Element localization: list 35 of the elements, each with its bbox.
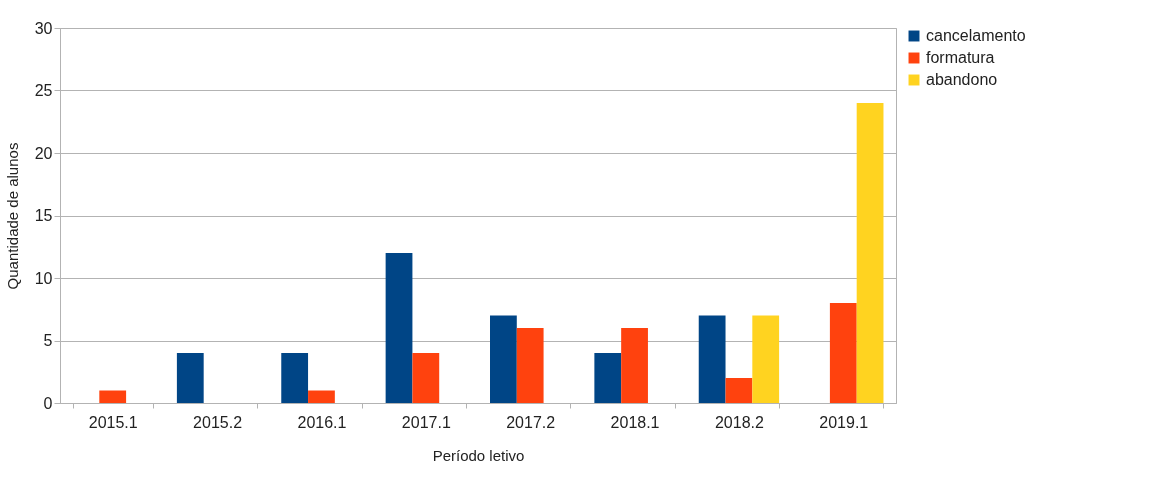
bar bbox=[621, 328, 648, 403]
bar bbox=[752, 315, 780, 403]
bar bbox=[412, 353, 440, 403]
bar bbox=[308, 390, 335, 403]
y-tick-label: 0 bbox=[43, 394, 53, 412]
bar bbox=[99, 390, 127, 403]
y-tick-label: 5 bbox=[43, 332, 53, 349]
bar bbox=[516, 328, 544, 403]
x-tick-label: 2015.2 bbox=[193, 413, 243, 431]
x-axis-title: Período letivo bbox=[432, 446, 525, 464]
x-tick-label: 2015.1 bbox=[88, 413, 138, 431]
legend-label: formatura bbox=[926, 49, 995, 66]
y-tick-label: 15 bbox=[34, 207, 53, 224]
bar bbox=[385, 253, 413, 403]
legend-label: cancelamento bbox=[926, 27, 1026, 44]
x-tick-label: 2019.1 bbox=[819, 413, 869, 431]
x-tick-label: 2018.2 bbox=[714, 413, 764, 431]
x-tick-label: 2018.1 bbox=[610, 413, 660, 431]
bar bbox=[490, 315, 517, 403]
y-tick-label: 20 bbox=[34, 144, 53, 162]
legend-label: abandono bbox=[926, 71, 998, 88]
bar bbox=[281, 353, 309, 403]
bar bbox=[725, 378, 753, 403]
bar bbox=[856, 103, 884, 403]
y-tick-label: 25 bbox=[34, 82, 53, 99]
x-tick-label: 2017.1 bbox=[401, 413, 451, 431]
x-tick-label: 2016.1 bbox=[297, 413, 347, 431]
y-tick-label: 30 bbox=[34, 19, 53, 37]
y-axis-title: Quantidade de alunos bbox=[3, 142, 21, 290]
x-tick-label: 2017.2 bbox=[506, 413, 556, 431]
bar bbox=[698, 315, 726, 403]
bar bbox=[176, 353, 204, 403]
bar bbox=[594, 353, 622, 403]
y-tick-label: 10 bbox=[34, 269, 53, 287]
bar bbox=[829, 303, 857, 403]
